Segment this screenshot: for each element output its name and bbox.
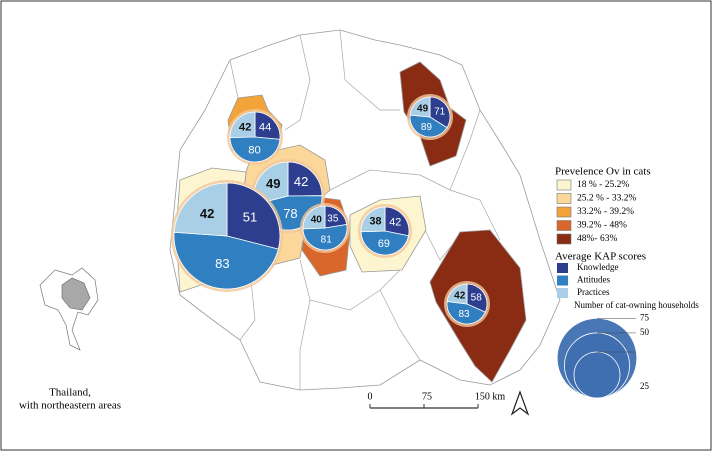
pie-slice xyxy=(466,283,488,313)
size-label: 50 xyxy=(640,327,650,337)
scale-label: 0 xyxy=(368,391,373,402)
pie-slice xyxy=(229,111,256,138)
pie-slice xyxy=(254,111,281,140)
province-border xyxy=(449,109,481,191)
pie-label: 51 xyxy=(243,210,257,225)
pie-slice xyxy=(446,300,486,325)
pie-label: 78 xyxy=(283,206,297,221)
pie-slice xyxy=(360,230,409,256)
province-border xyxy=(339,29,400,111)
inset-label: Thailand, xyxy=(49,387,91,399)
pie-slice xyxy=(446,283,468,305)
pie-slice xyxy=(409,114,448,138)
pie-slice xyxy=(173,231,279,290)
pie-slice xyxy=(287,161,323,197)
pie-label: 49 xyxy=(417,103,429,114)
pie-slice xyxy=(229,136,281,163)
pie-slice xyxy=(226,182,281,250)
inset-map xyxy=(39,267,99,351)
province-border xyxy=(379,289,421,361)
north-arrow xyxy=(510,390,530,416)
province-border xyxy=(239,269,256,341)
province-border xyxy=(284,34,311,131)
pie-slice xyxy=(302,224,348,251)
scale-label: 75 xyxy=(422,391,432,402)
legend-swatch xyxy=(556,179,572,191)
legend-label: Knowledge xyxy=(577,262,619,272)
inset-label: with northeastern areas xyxy=(19,400,121,412)
pie-slice xyxy=(409,96,431,118)
legend-title: Number of cat-owning households xyxy=(574,300,699,310)
pie-label: 49 xyxy=(266,176,280,191)
legend-swatch xyxy=(557,288,568,298)
size-label: 75 xyxy=(640,312,650,322)
pie-label: 42 xyxy=(239,121,252,133)
pie-label: 81 xyxy=(321,235,333,246)
pie-label: 35 xyxy=(327,213,339,224)
legend-label: Attitudes xyxy=(577,275,610,285)
province-border xyxy=(299,299,311,390)
pie-label: 71 xyxy=(434,106,446,117)
legend-label: 25.2 % - 33.2% xyxy=(577,194,636,204)
pie-slice xyxy=(384,206,410,237)
legend-title: Average KAP scores xyxy=(555,251,646,263)
pie-slice xyxy=(173,182,228,237)
legend-swatch xyxy=(557,263,568,273)
legend-swatch xyxy=(556,233,572,245)
legend-label: 39.2% - 48% xyxy=(577,221,627,231)
province-border xyxy=(229,59,239,99)
legend-title: Prevelence Ov in cats xyxy=(555,166,651,178)
pie-label: 83 xyxy=(458,309,470,320)
pie-label: 38 xyxy=(370,216,382,228)
legend-label: 18 % - 25.2% xyxy=(577,180,629,190)
pie-label: 89 xyxy=(421,122,433,133)
legend-swatch xyxy=(557,275,568,286)
pie-label: 83 xyxy=(215,256,229,271)
legend-swatch xyxy=(556,220,572,231)
legend-swatch xyxy=(556,193,572,204)
pie-label: 42 xyxy=(200,206,214,221)
scale-label: 150 km xyxy=(475,391,506,402)
pie-slice xyxy=(360,206,386,233)
pie-slice xyxy=(302,205,326,230)
pie-label: 58 xyxy=(471,293,483,304)
size-circle xyxy=(573,351,621,399)
legend-label: Practices xyxy=(577,287,610,297)
legend-label: 33.2% - 39.2% xyxy=(577,207,634,217)
scale-bar: 0 75 150 km xyxy=(368,391,506,409)
pie-label: 40 xyxy=(311,214,323,225)
pie-label: 69 xyxy=(378,238,390,250)
legend-swatch xyxy=(556,206,572,218)
province-border xyxy=(299,259,401,311)
pie-label: 80 xyxy=(248,145,261,157)
pie-label: 42 xyxy=(294,174,308,189)
legend-label: 48%- 63% xyxy=(577,234,617,244)
size-label: 25 xyxy=(640,381,650,391)
pie-label: 42 xyxy=(454,290,466,301)
pie-label: 44 xyxy=(259,122,272,134)
province-border xyxy=(329,169,501,241)
inset-region xyxy=(61,277,91,311)
pie-label: 42 xyxy=(389,217,401,229)
